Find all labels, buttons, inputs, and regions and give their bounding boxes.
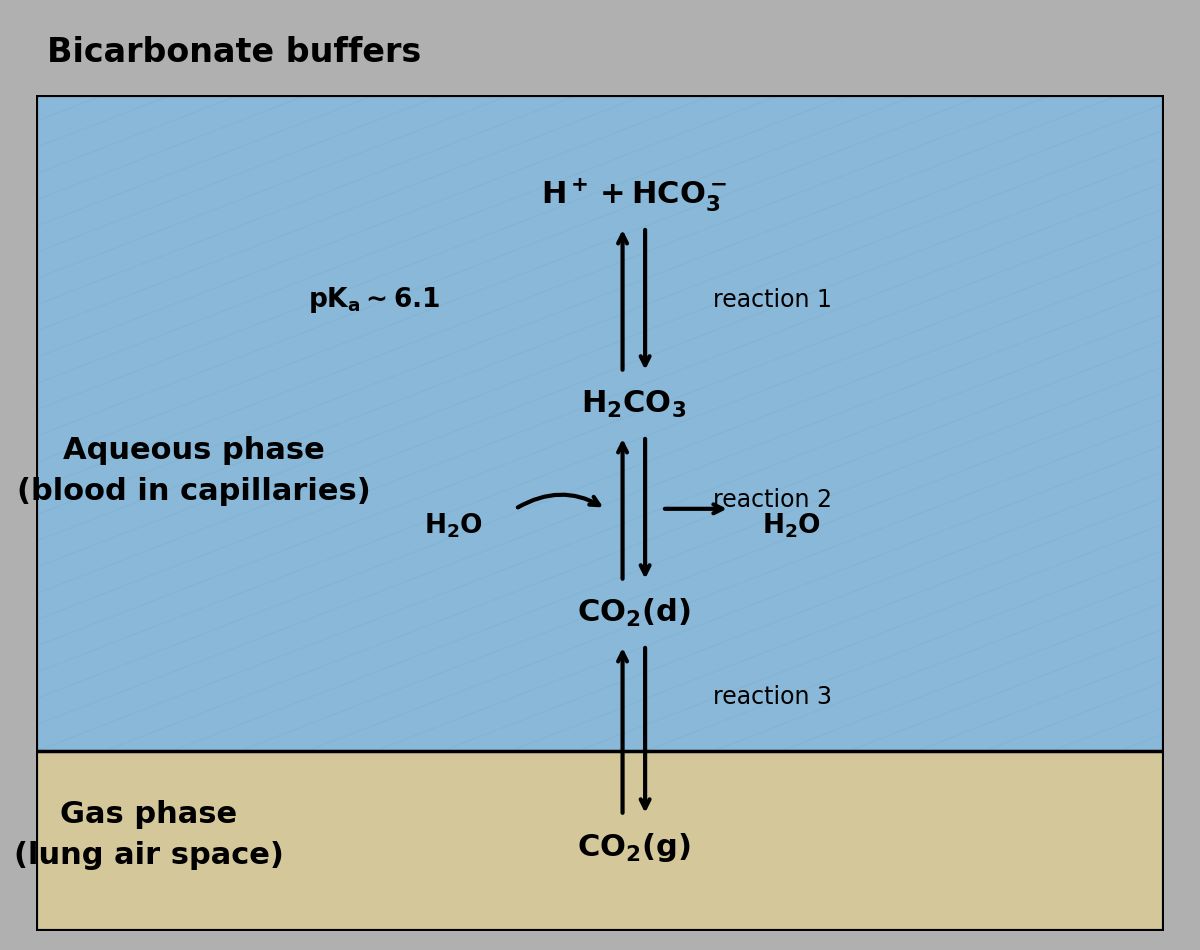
Text: $\mathbf{pK_a{\sim}6.1}$: $\mathbf{pK_a{\sim}6.1}$ [308,285,440,314]
Text: reaction 3: reaction 3 [713,685,832,709]
Text: reaction 1: reaction 1 [713,288,832,312]
Text: reaction 2: reaction 2 [713,488,832,512]
Text: $\mathbf{H_2O}$: $\mathbf{H_2O}$ [762,511,821,540]
Text: $\mathbf{H_2CO_3}$: $\mathbf{H_2CO_3}$ [581,389,686,420]
Text: $\mathbf{CO_2(d)}$: $\mathbf{CO_2(d)}$ [577,598,690,629]
Text: Gas phase
(lung air space): Gas phase (lung air space) [14,800,283,869]
Text: Bicarbonate buffers: Bicarbonate buffers [47,36,421,68]
Text: $\mathbf{H^+ + HCO_3^-}$: $\mathbf{H^+ + HCO_3^-}$ [541,177,727,214]
FancyBboxPatch shape [36,95,1164,751]
Text: $\mathbf{CO_2(g)}$: $\mathbf{CO_2(g)}$ [577,831,690,864]
FancyBboxPatch shape [36,751,1164,931]
Text: Aqueous phase
(blood in capillaries): Aqueous phase (blood in capillaries) [17,436,371,506]
Text: $\mathbf{H_2O}$: $\mathbf{H_2O}$ [424,511,482,540]
